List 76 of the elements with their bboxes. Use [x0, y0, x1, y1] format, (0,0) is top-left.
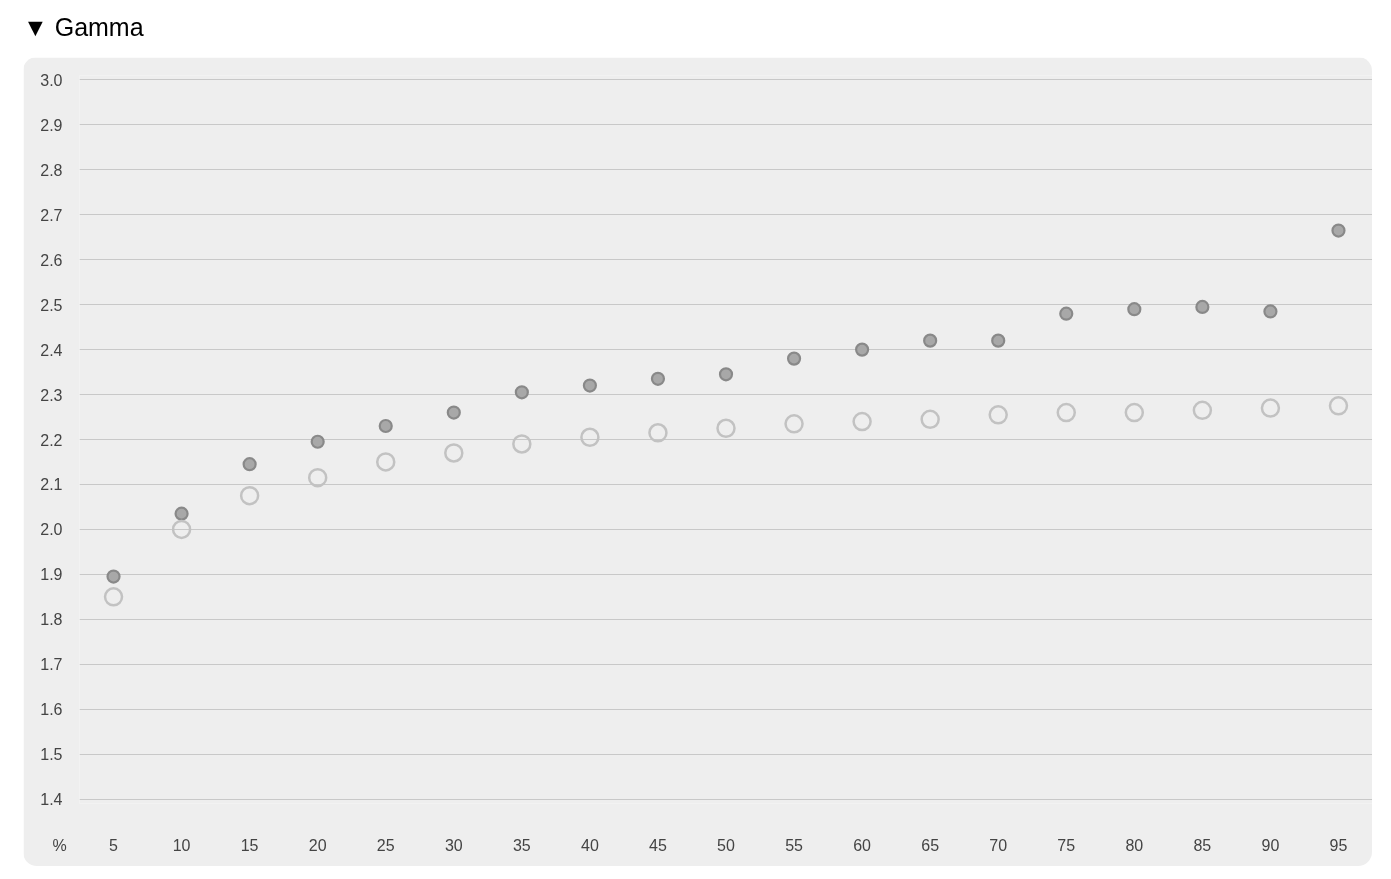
point — [514, 385, 529, 400]
point — [582, 378, 597, 393]
y-tick-label: 2.0 — [40, 521, 63, 539]
point — [716, 418, 736, 438]
point — [920, 409, 940, 430]
x-tick-label: 20 — [308, 836, 327, 854]
y-tick-label: 1.5 — [40, 746, 63, 764]
x-tick-label: 60 — [853, 836, 872, 854]
y-tick-label: 2.2 — [40, 431, 63, 449]
point — [1056, 402, 1077, 423]
point — [923, 333, 938, 348]
point — [1059, 306, 1074, 321]
x-tick-label: 15 — [240, 836, 259, 854]
point — [444, 443, 464, 463]
x-tick-label: 80 — [1125, 836, 1144, 854]
y-tick-label: 1.4 — [40, 791, 63, 809]
y-tick-label: 2.3 — [40, 386, 63, 404]
point — [174, 506, 189, 521]
y-tick-label: 1.8 — [40, 611, 63, 629]
point — [307, 467, 328, 488]
point — [1260, 398, 1281, 418]
x-tick-label: 50 — [717, 836, 735, 854]
y-tick-label: 2.8 — [40, 161, 63, 179]
point — [103, 587, 124, 607]
point — [784, 414, 804, 434]
y-tick-label: 2.9 — [40, 116, 63, 134]
x-tick-label: 75 — [1057, 836, 1076, 854]
x-tick-label: 65 — [921, 836, 940, 854]
chart-title: ▼ Gamma — [23, 12, 144, 43]
point — [512, 434, 532, 454]
point — [991, 333, 1006, 348]
x-tick-label: 30 — [444, 836, 463, 854]
point — [446, 405, 461, 420]
point — [106, 569, 121, 584]
point — [171, 519, 192, 540]
point — [375, 452, 396, 472]
x-tick-label: 25 — [376, 836, 395, 854]
x-tick-label: 90 — [1261, 836, 1280, 854]
point — [852, 411, 872, 432]
point — [239, 485, 260, 506]
y-tick-label: 2.5 — [40, 296, 63, 314]
x-axis-title: % — [52, 837, 67, 854]
point — [580, 427, 600, 447]
point — [855, 342, 870, 357]
x-tick-label: 40 — [581, 836, 599, 854]
point — [988, 405, 1008, 425]
x-tick-label: 35 — [512, 836, 531, 854]
point — [718, 367, 734, 382]
point — [378, 418, 393, 434]
point — [1263, 304, 1278, 319]
y-tick-label: 2.4 — [40, 341, 63, 359]
point — [1127, 302, 1142, 317]
x-tick-label: 55 — [785, 836, 804, 854]
point — [1192, 400, 1213, 421]
x-tick-label: 85 — [1193, 836, 1212, 854]
point — [648, 423, 668, 443]
x-tick-label: 45 — [649, 836, 667, 854]
point — [1328, 396, 1349, 416]
point — [650, 371, 666, 386]
point — [242, 457, 257, 472]
x-tick-label: 5 — [109, 836, 119, 854]
point — [1195, 299, 1210, 315]
y-tick-label: 3.0 — [40, 71, 63, 89]
point — [1331, 223, 1346, 238]
y-tick-label: 1.6 — [40, 701, 63, 719]
y-tick-label: 1.7 — [40, 656, 63, 674]
point — [310, 434, 325, 449]
x-tick-label: 10 — [172, 836, 191, 854]
y-tick-label: 2.6 — [40, 251, 63, 269]
y-tick-label: 2.7 — [40, 206, 63, 224]
y-tick-label: 1.9 — [40, 566, 63, 584]
point — [786, 351, 802, 366]
point — [1124, 402, 1145, 423]
y-tick-label: 2.1 — [40, 476, 63, 494]
x-tick-label: 70 — [989, 836, 1008, 854]
x-tick-label: 95 — [1329, 836, 1348, 854]
